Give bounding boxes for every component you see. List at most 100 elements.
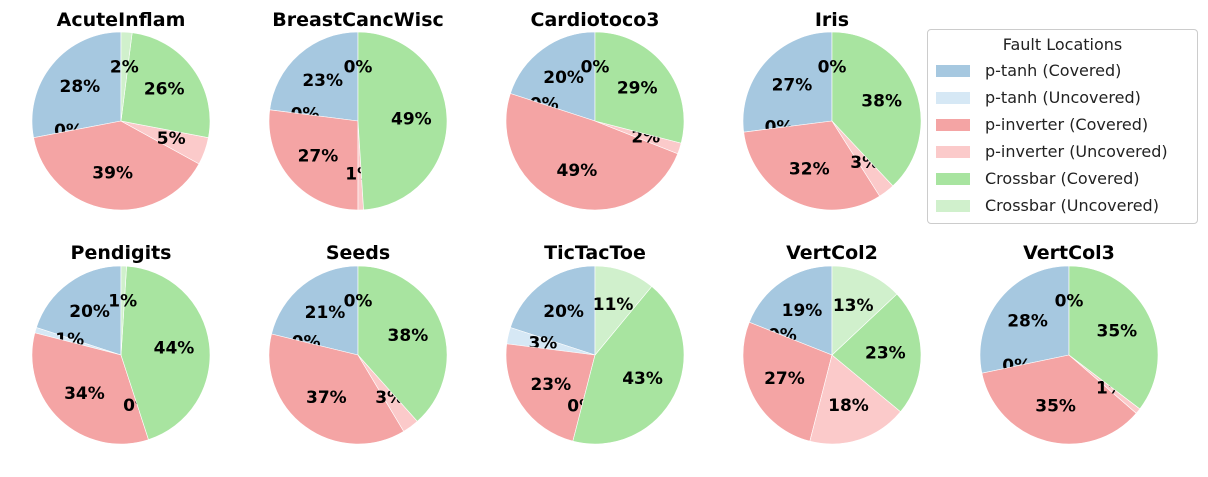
pie-slice bbox=[357, 265, 448, 422]
legend-item: p-inverter (Uncovered) bbox=[928, 138, 1197, 165]
pie-slice bbox=[268, 333, 405, 445]
legend-swatch bbox=[936, 199, 970, 212]
legend-label: Crossbar (Uncovered) bbox=[985, 196, 1159, 215]
pie-value-label: 19% bbox=[782, 301, 823, 321]
pie-slice bbox=[594, 31, 685, 144]
pie-slice bbox=[120, 32, 211, 139]
pie-slice bbox=[35, 265, 122, 356]
pie-slice bbox=[120, 265, 211, 441]
pie-value-label: 27% bbox=[298, 146, 339, 166]
pie-title: BreastCancWisc bbox=[272, 9, 444, 31]
pie-value-label: 0% bbox=[344, 58, 373, 78]
legend-item: p-tanh (Uncovered) bbox=[928, 84, 1197, 111]
pie-title: AcuteInflam bbox=[57, 9, 186, 31]
pie-value-label: 13% bbox=[833, 296, 874, 316]
pie-slice bbox=[742, 321, 833, 442]
pie-slice bbox=[831, 265, 898, 356]
legend-item: p-inverter (Covered) bbox=[928, 111, 1197, 138]
pie-value-label: 44% bbox=[154, 338, 195, 358]
pie-value-label: 28% bbox=[1007, 311, 1048, 331]
pie-value-label: 49% bbox=[391, 109, 432, 129]
pie-slice bbox=[831, 293, 922, 413]
pie-value-label: 11% bbox=[593, 295, 634, 315]
pie-title: TicTacToe bbox=[544, 242, 646, 264]
pie-value-label: 27% bbox=[764, 369, 805, 389]
pie-value-label: 0% bbox=[581, 58, 610, 78]
pie-value-label: 2% bbox=[110, 58, 139, 78]
pie-title: Iris bbox=[815, 9, 849, 31]
legend-label: p-tanh (Covered) bbox=[985, 61, 1122, 80]
legend-title: Fault Locations bbox=[1002, 35, 1123, 54]
legend-label: p-tanh (Uncovered) bbox=[985, 88, 1141, 107]
legend-item: p-tanh (Covered) bbox=[928, 57, 1197, 84]
legend-swatch bbox=[936, 145, 970, 158]
pie-value-label: 38% bbox=[388, 326, 429, 346]
pie-value-label: 21% bbox=[305, 303, 346, 323]
legend-swatch bbox=[936, 118, 970, 131]
pie-value-label: 18% bbox=[828, 396, 869, 416]
pie-title: Seeds bbox=[326, 242, 390, 264]
pie-slice bbox=[505, 93, 679, 211]
legend-swatch bbox=[936, 64, 970, 77]
pie-value-label: 5% bbox=[157, 129, 186, 149]
pie-value-label: 20% bbox=[543, 302, 584, 322]
pie-value-label: 43% bbox=[622, 369, 663, 389]
pie-slice bbox=[268, 109, 359, 211]
pie-value-label: 23% bbox=[302, 71, 343, 91]
pie-value-label: 29% bbox=[617, 78, 658, 98]
pie-value-label: 20% bbox=[69, 302, 110, 322]
pie-slice bbox=[31, 332, 149, 445]
pie-value-label: 0% bbox=[818, 58, 847, 78]
pie-value-label: 23% bbox=[865, 343, 906, 363]
pie-title: VertCol2 bbox=[786, 242, 878, 264]
pie-value-label: 28% bbox=[60, 77, 101, 97]
pie-slice bbox=[809, 354, 901, 445]
pie-value-label: 39% bbox=[92, 164, 133, 184]
pie-slice bbox=[1068, 265, 1159, 410]
pie-slice bbox=[743, 120, 881, 211]
pie-slice bbox=[505, 343, 596, 442]
pie-value-label: 35% bbox=[1035, 397, 1076, 417]
legend-label: p-inverter (Covered) bbox=[985, 115, 1149, 134]
pie-slice bbox=[572, 286, 685, 445]
pie-value-label: 20% bbox=[543, 68, 584, 88]
pie-value-label: 0% bbox=[1055, 292, 1084, 312]
pie-slice bbox=[120, 31, 133, 122]
pie-slice bbox=[594, 265, 653, 356]
legend-swatch bbox=[936, 91, 970, 104]
legend-label: Crossbar (Covered) bbox=[985, 169, 1140, 188]
pie-value-label: 49% bbox=[557, 161, 598, 181]
pie-slice bbox=[742, 31, 833, 133]
pie-slice bbox=[269, 31, 359, 122]
pie-value-label: 1% bbox=[108, 292, 137, 312]
pie-value-label: 37% bbox=[306, 388, 347, 408]
pie-value-label: 0% bbox=[344, 292, 373, 312]
pie-value-label: 23% bbox=[530, 375, 571, 395]
pie-slice bbox=[31, 31, 122, 139]
pie-value-label: 35% bbox=[1096, 321, 1137, 341]
pie-title: VertCol3 bbox=[1023, 242, 1115, 264]
pie-slice bbox=[981, 354, 1137, 445]
pie-slice bbox=[831, 31, 922, 187]
legend-swatch bbox=[936, 172, 970, 185]
pie-value-label: 26% bbox=[144, 80, 185, 100]
pie-value-label: 27% bbox=[772, 76, 813, 96]
pie-value-label: 38% bbox=[861, 91, 902, 111]
pie-title: Cardiotoco3 bbox=[531, 9, 660, 31]
pie-value-label: 32% bbox=[789, 159, 830, 179]
pie-slice bbox=[33, 120, 200, 211]
legend-item: Crossbar (Uncovered) bbox=[928, 192, 1197, 219]
pie-slice bbox=[120, 265, 127, 356]
legend-item: Crossbar (Covered) bbox=[928, 165, 1197, 192]
pie-slice bbox=[357, 31, 448, 211]
